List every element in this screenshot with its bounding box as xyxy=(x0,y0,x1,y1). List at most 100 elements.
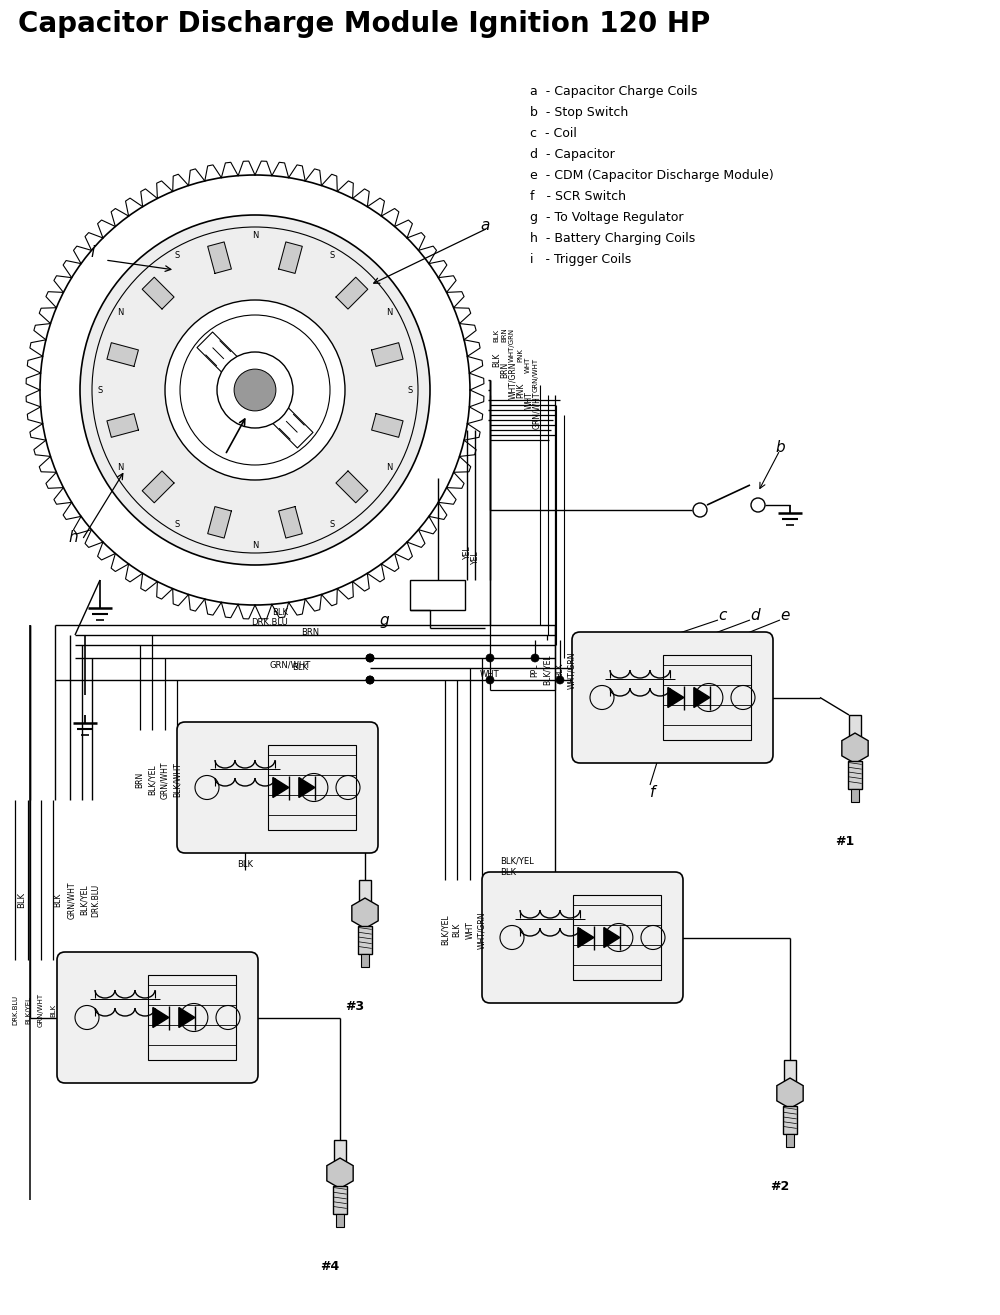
FancyBboxPatch shape xyxy=(57,952,258,1084)
Text: GRN/WHT: GRN/WHT xyxy=(532,392,542,429)
Text: WHT: WHT xyxy=(480,671,500,679)
Bar xyxy=(268,746,356,830)
Text: BLK/YEL: BLK/YEL xyxy=(148,765,156,796)
Text: N: N xyxy=(252,230,258,239)
Text: h: h xyxy=(68,530,78,544)
Text: BLK: BLK xyxy=(452,923,462,938)
FancyBboxPatch shape xyxy=(482,872,683,1003)
Text: YEL: YEL xyxy=(471,550,480,564)
Circle shape xyxy=(751,498,765,512)
Polygon shape xyxy=(107,343,138,367)
Polygon shape xyxy=(208,242,231,274)
Polygon shape xyxy=(336,277,368,309)
Text: N: N xyxy=(386,463,392,472)
Text: BLK: BLK xyxy=(18,892,26,907)
Polygon shape xyxy=(273,777,289,797)
Text: WHT/GRN: WHT/GRN xyxy=(568,651,576,689)
Bar xyxy=(848,760,862,789)
Text: BRN: BRN xyxy=(501,362,510,379)
Bar xyxy=(361,955,369,968)
Text: BLK/YEL: BLK/YEL xyxy=(500,856,534,865)
Text: b: b xyxy=(775,441,785,455)
Text: PNK: PNK xyxy=(516,383,526,397)
Text: WHT: WHT xyxy=(524,391,534,409)
Text: GRN/WHT: GRN/WHT xyxy=(160,761,170,798)
Polygon shape xyxy=(179,1007,195,1027)
Bar xyxy=(359,880,371,903)
Text: S: S xyxy=(175,519,180,529)
Text: N: N xyxy=(118,308,124,317)
Bar xyxy=(334,1140,346,1164)
Circle shape xyxy=(80,214,430,565)
Text: BLK: BLK xyxy=(500,868,516,877)
FancyBboxPatch shape xyxy=(572,633,773,763)
Text: BLK: BLK xyxy=(292,663,308,672)
Text: i: i xyxy=(90,245,94,260)
Text: #3: #3 xyxy=(345,999,365,1013)
Bar xyxy=(336,1214,344,1227)
Text: BLK/YEL: BLK/YEL xyxy=(440,915,450,945)
Text: #1: #1 xyxy=(835,835,855,848)
Text: g: g xyxy=(380,613,390,627)
Text: PNK: PNK xyxy=(517,348,523,362)
Text: #2: #2 xyxy=(770,1180,790,1193)
Bar xyxy=(786,1134,794,1148)
Bar xyxy=(333,1186,347,1214)
Polygon shape xyxy=(372,414,403,438)
Text: BRN: BRN xyxy=(501,327,507,342)
Text: d  - Capacitor: d - Capacitor xyxy=(530,149,615,160)
Polygon shape xyxy=(279,242,302,274)
Text: Capacitor Discharge Module Ignition 120 HP: Capacitor Discharge Module Ignition 120 … xyxy=(18,11,710,38)
Circle shape xyxy=(366,654,374,661)
Text: WHT/GRN: WHT/GRN xyxy=(478,911,486,948)
Text: WHT: WHT xyxy=(466,920,475,939)
Polygon shape xyxy=(694,688,710,707)
Text: BLK: BLK xyxy=(493,329,499,342)
Text: S: S xyxy=(330,519,335,529)
Text: N: N xyxy=(252,540,258,550)
Text: DRK.BLU: DRK.BLU xyxy=(252,618,288,627)
Circle shape xyxy=(366,676,374,684)
FancyBboxPatch shape xyxy=(177,722,378,853)
Text: BLK/YEL: BLK/YEL xyxy=(25,995,31,1024)
Text: S: S xyxy=(97,385,103,394)
Text: BLK: BLK xyxy=(237,860,253,869)
Text: N: N xyxy=(386,308,392,317)
Circle shape xyxy=(486,654,494,661)
Circle shape xyxy=(22,156,488,623)
Text: d: d xyxy=(750,608,760,623)
Text: i   - Trigger Coils: i - Trigger Coils xyxy=(530,252,631,266)
Circle shape xyxy=(217,352,293,427)
Bar xyxy=(148,974,236,1060)
Text: f: f xyxy=(650,785,655,800)
Text: BLK/YEL: BLK/YEL xyxy=(542,655,552,685)
Polygon shape xyxy=(668,688,684,707)
Bar xyxy=(663,655,751,740)
Bar xyxy=(573,896,661,980)
Polygon shape xyxy=(107,414,138,438)
Circle shape xyxy=(531,654,539,661)
Text: b  - Stop Switch: b - Stop Switch xyxy=(530,107,628,118)
Circle shape xyxy=(366,676,374,684)
Bar xyxy=(849,715,861,739)
Text: a: a xyxy=(480,218,489,233)
Text: h  - Battery Charging Coils: h - Battery Charging Coils xyxy=(530,231,695,245)
Text: S: S xyxy=(330,251,335,260)
Text: e: e xyxy=(780,608,789,623)
Polygon shape xyxy=(279,506,302,538)
Text: e  - CDM (Capacitor Discharge Module): e - CDM (Capacitor Discharge Module) xyxy=(530,170,774,181)
Circle shape xyxy=(556,676,564,684)
Text: BRN: BRN xyxy=(136,772,144,788)
Text: c  - Coil: c - Coil xyxy=(530,128,577,139)
Text: BLK/WHT: BLK/WHT xyxy=(173,763,182,797)
Text: WHT: WHT xyxy=(525,356,531,373)
Text: WHT/GRN: WHT/GRN xyxy=(509,327,515,362)
Polygon shape xyxy=(299,777,315,797)
Text: WHT/GRN: WHT/GRN xyxy=(509,362,518,398)
Text: BLK: BLK xyxy=(50,1003,56,1016)
Text: GRN/WHT: GRN/WHT xyxy=(533,358,539,392)
Polygon shape xyxy=(271,405,313,448)
Text: #4: #4 xyxy=(320,1260,340,1273)
Circle shape xyxy=(165,300,345,480)
Text: f   - SCR Switch: f - SCR Switch xyxy=(530,189,626,203)
